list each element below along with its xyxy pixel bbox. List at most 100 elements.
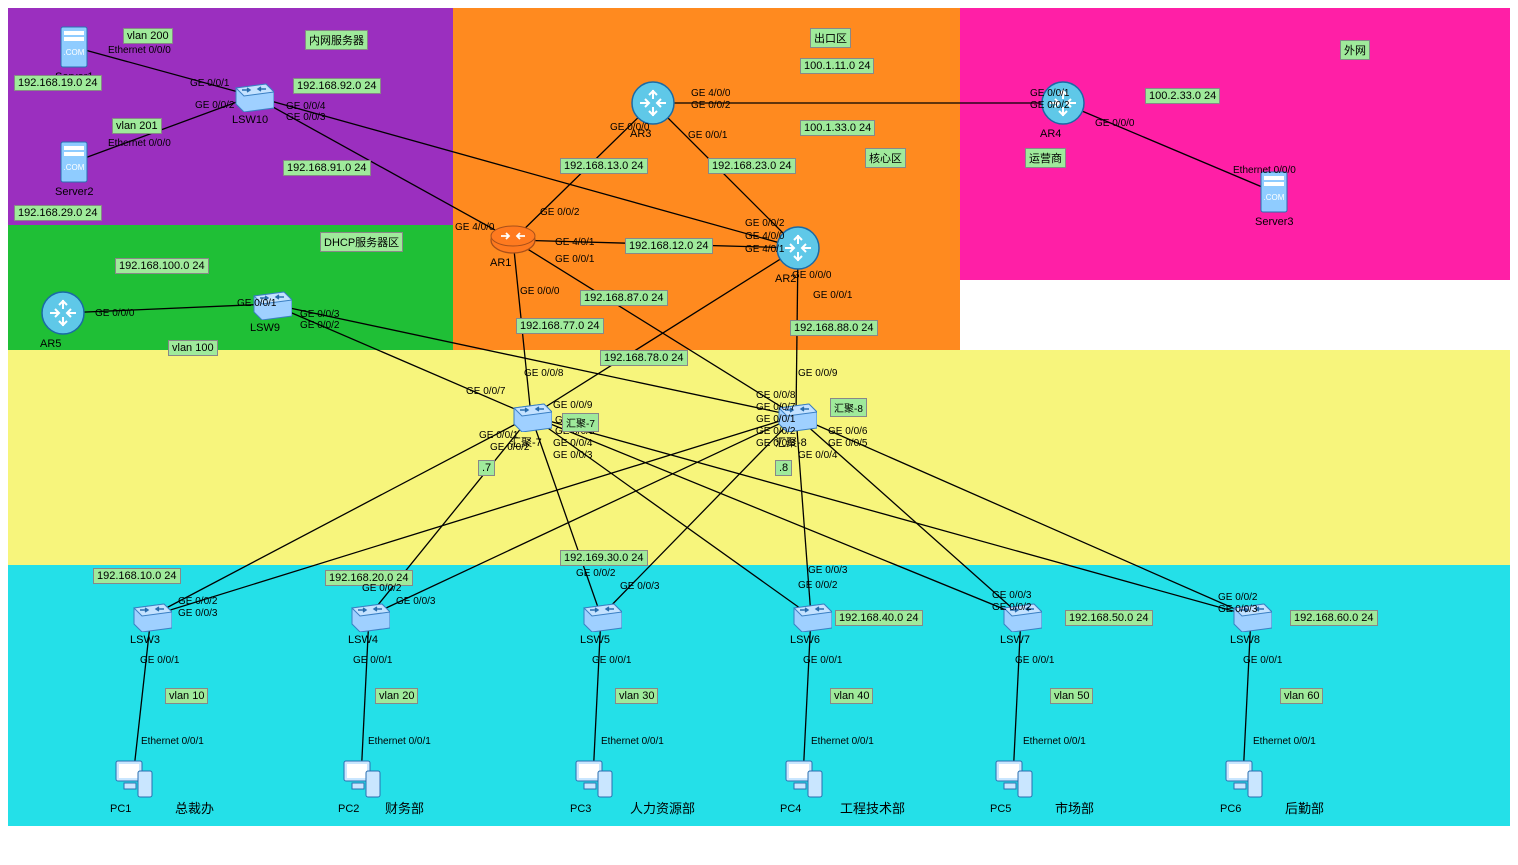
device-label: PC5 <box>990 803 1011 815</box>
subnet-label: 192.168.88.0 24 <box>790 320 878 336</box>
svg-text:.COM: .COM <box>64 48 85 57</box>
port-label: GE 4/0/1 <box>745 244 784 255</box>
svg-text:.COM: .COM <box>64 163 85 172</box>
port-label: GE 0/0/3 <box>1218 604 1257 615</box>
device-pc4[interactable] <box>780 755 826 801</box>
vlan-label: vlan 201 <box>112 118 162 134</box>
port-label: GE 0/0/3 <box>756 438 795 449</box>
svg-text:.COM: .COM <box>1264 193 1285 202</box>
device-lsw4[interactable] <box>348 600 390 632</box>
device-label: LSW7 <box>1000 634 1030 646</box>
port-label: GE 0/0/1 <box>756 414 795 425</box>
subnet-label: 192.168.40.0 24 <box>835 610 923 626</box>
device-lsw10[interactable] <box>232 80 274 112</box>
device-pc1[interactable] <box>110 755 156 801</box>
port-label: GE 0/0/2 <box>756 426 795 437</box>
port-label: GE 0/0/0 <box>1095 118 1134 129</box>
vlan-label: vlan 60 <box>1280 688 1323 704</box>
port-label: GE 0/0/3 <box>178 608 217 619</box>
port-label: GE 0/0/8 <box>756 390 795 401</box>
port-label: GE 0/0/0 <box>520 286 559 297</box>
subnet-label: 192.168.10.0 24 <box>93 568 181 584</box>
device-pc5[interactable] <box>990 755 1036 801</box>
vlan-label: vlan 10 <box>165 688 208 704</box>
port-label: Ethernet 0/0/1 <box>1023 736 1086 747</box>
port-label: GE 0/0/4 <box>798 450 837 461</box>
port-label: GE 0/0/1 <box>803 655 842 666</box>
port-label: GE 0/0/2 <box>691 100 730 111</box>
subnet-label: 192.168.60.0 24 <box>1290 610 1378 626</box>
vlan-label: vlan 20 <box>375 688 418 704</box>
device-ar5[interactable] <box>40 290 86 336</box>
port-label: GE 0/0/2 <box>798 580 837 591</box>
port-label: GE 0/0/3 <box>286 112 325 123</box>
port-label: GE 0/0/3 <box>300 309 339 320</box>
text-label: .8 <box>775 460 792 476</box>
port-label: GE 0/0/2 <box>540 207 579 218</box>
device-label: PC6 <box>1220 803 1241 815</box>
device-label: LSW3 <box>130 634 160 646</box>
port-label: GE 0/0/5 <box>828 438 867 449</box>
port-label: GE 0/0/2 <box>992 602 1031 613</box>
port-label: GE 0/0/2 <box>300 320 339 331</box>
text-label: 人力资源部 <box>630 798 695 817</box>
zone-title: 出口区 <box>810 28 851 48</box>
device-pc6[interactable] <box>1220 755 1266 801</box>
device-lsw5[interactable] <box>580 600 622 632</box>
port-label: GE 0/0/1 <box>1030 88 1069 99</box>
port-label: GE 0/0/1 <box>140 655 179 666</box>
port-label: GE 0/0/0 <box>792 270 831 281</box>
port-label: GE 0/0/0 <box>610 122 649 133</box>
port-label: GE 0/0/2 <box>178 596 217 607</box>
device-label: PC4 <box>780 803 801 815</box>
device-label: LSW9 <box>250 322 280 334</box>
device-pc3[interactable] <box>570 755 616 801</box>
port-label: GE 0/0/1 <box>353 655 392 666</box>
zone-title: 核心区 <box>865 148 906 168</box>
port-label: GE 0/0/1 <box>1015 655 1054 666</box>
text-label: 工程技术部 <box>840 798 905 817</box>
port-label: 汇聚-7 <box>562 413 599 432</box>
port-label: GE 0/0/3 <box>620 581 659 592</box>
device-server2[interactable]: .COM <box>55 140 93 184</box>
port-label: GE 0/0/3 <box>992 590 1031 601</box>
port-label: Ethernet 0/0/1 <box>368 736 431 747</box>
device-label: LSW6 <box>790 634 820 646</box>
device-label: AR1 <box>490 257 511 269</box>
vlan-label: vlan 30 <box>615 688 658 704</box>
device-ar1[interactable] <box>490 225 536 255</box>
device-label: LSW4 <box>348 634 378 646</box>
subnet-label: 192.168.23.0 24 <box>708 158 796 174</box>
port-label: GE 0/0/7 <box>466 386 505 397</box>
device-server1[interactable]: .COM <box>55 25 93 69</box>
device-label: PC3 <box>570 803 591 815</box>
subnet-label: 192.168.77.0 24 <box>516 318 604 334</box>
text-label: 后勤部 <box>1285 798 1324 817</box>
device-label: LSW10 <box>232 114 268 126</box>
subnet-label: 192.168.92.0 24 <box>293 78 381 94</box>
device-lsw6[interactable] <box>790 600 832 632</box>
device-ar3[interactable] <box>630 80 676 126</box>
port-label: GE 0/0/1 <box>190 78 229 89</box>
port-label: GE 0/0/6 <box>828 426 867 437</box>
device-lsw3[interactable] <box>130 600 172 632</box>
port-label: GE 0/0/1 <box>688 130 727 141</box>
subnet-label: 192.168.78.0 24 <box>600 350 688 366</box>
port-label: GE 0/0/2 <box>195 100 234 111</box>
device-pc2[interactable] <box>338 755 384 801</box>
port-label: GE 4/0/1 <box>555 237 594 248</box>
port-label: GE 0/0/2 <box>745 218 784 229</box>
device-server3[interactable]: .COM <box>1255 170 1293 214</box>
port-label: Ethernet 0/0/1 <box>811 736 874 747</box>
subnet-label: 100.1.33.0 24 <box>800 120 875 136</box>
port-label: GE 0/0/1 <box>1243 655 1282 666</box>
link <box>1063 103 1274 192</box>
port-label: Ethernet 0/0/1 <box>1253 736 1316 747</box>
device-label: PC2 <box>338 803 359 815</box>
vlan-label: vlan 200 <box>123 28 173 44</box>
device-agg7[interactable] <box>510 400 552 432</box>
port-label: GE 0/0/3 <box>808 565 847 576</box>
vlan-label: vlan 40 <box>830 688 873 704</box>
port-label: GE 0/0/9 <box>553 400 592 411</box>
port-label: GE 0/0/2 <box>1218 592 1257 603</box>
